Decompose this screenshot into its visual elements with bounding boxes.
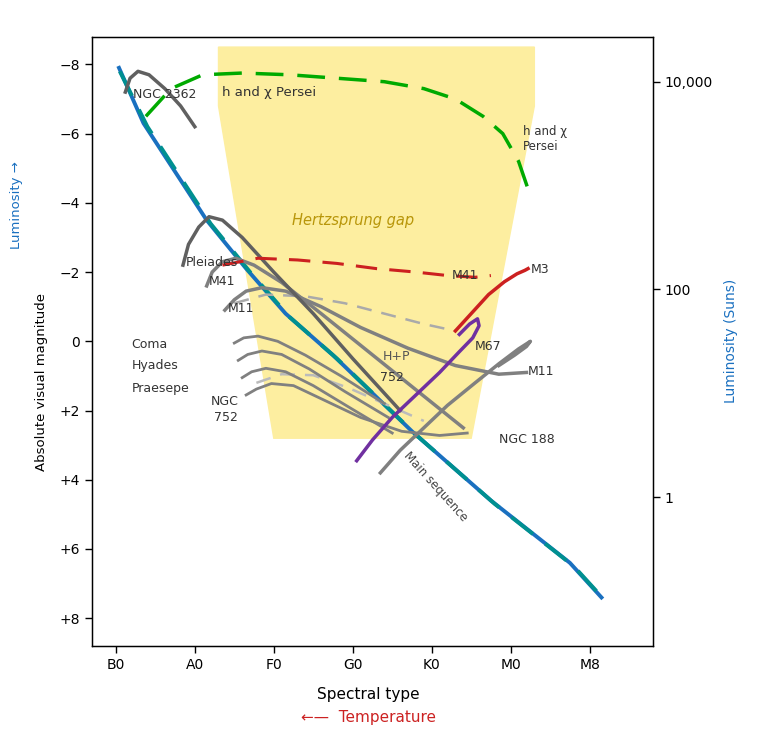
Text: Coma: Coma bbox=[131, 338, 168, 352]
Text: h and χ Persei: h and χ Persei bbox=[223, 86, 316, 99]
Text: M11: M11 bbox=[228, 302, 254, 316]
Text: NGC 2362: NGC 2362 bbox=[133, 88, 197, 101]
Y-axis label: Luminosity (Suns): Luminosity (Suns) bbox=[724, 279, 738, 404]
Text: Absolute visual magnitude: Absolute visual magnitude bbox=[35, 293, 48, 470]
Text: NGC: NGC bbox=[210, 396, 238, 408]
Text: ←—  Temperature: ←— Temperature bbox=[301, 710, 436, 724]
Text: M41: M41 bbox=[452, 269, 478, 282]
Text: Hyades: Hyades bbox=[131, 359, 178, 372]
Text: Hertzsprung gap: Hertzsprung gap bbox=[292, 213, 414, 228]
Text: Pleiades: Pleiades bbox=[185, 255, 237, 269]
Polygon shape bbox=[219, 47, 535, 438]
Text: M3: M3 bbox=[531, 263, 549, 276]
Text: 752: 752 bbox=[214, 411, 238, 424]
Text: h and χ
Persei: h and χ Persei bbox=[522, 125, 567, 153]
Text: Praesepe: Praesepe bbox=[131, 382, 190, 395]
Text: 752: 752 bbox=[380, 371, 404, 384]
Text: H+P: H+P bbox=[382, 350, 410, 363]
Text: Main sequence: Main sequence bbox=[401, 449, 470, 524]
Text: Spectral type: Spectral type bbox=[317, 687, 420, 702]
Text: M67: M67 bbox=[475, 340, 502, 353]
Text: M41: M41 bbox=[209, 275, 236, 288]
Text: M11: M11 bbox=[528, 366, 554, 378]
Text: Luminosity →: Luminosity → bbox=[11, 161, 23, 250]
Text: NGC 188: NGC 188 bbox=[499, 434, 554, 446]
